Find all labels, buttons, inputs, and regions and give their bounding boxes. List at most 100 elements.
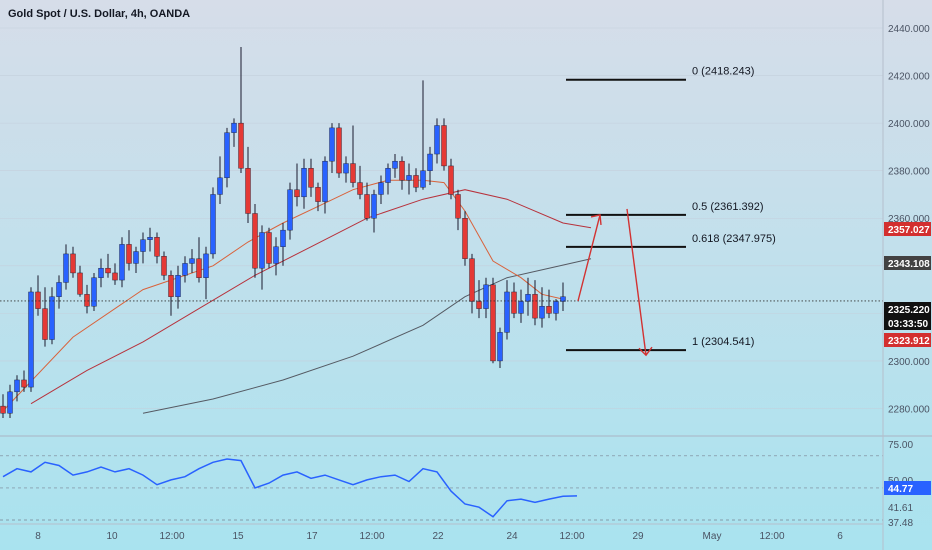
candle-body (288, 190, 293, 230)
candle-body (512, 292, 517, 313)
time-tick-label: 15 (232, 531, 244, 542)
candle-body (533, 294, 538, 318)
candle-body (379, 183, 384, 195)
rsi-tick-label: 41.61 (888, 503, 913, 514)
candle-body (260, 233, 265, 269)
candle (253, 204, 258, 278)
price-tick-label: 2380.000 (888, 167, 930, 178)
candle-body (36, 292, 41, 309)
time-tick-label: 12:00 (159, 531, 184, 542)
fib-level-label: 0 (2418.243) (692, 66, 754, 78)
time-tick-label: 17 (306, 531, 318, 542)
price-label-badge: 03:33:50 (884, 316, 931, 330)
candle-body (463, 218, 468, 258)
candle-body (71, 254, 76, 273)
fib-level-label: 0.618 (2347.975) (692, 233, 776, 245)
candle-body (540, 306, 545, 318)
candle-body (141, 240, 146, 252)
candle-body (43, 309, 48, 340)
candle-body (211, 194, 216, 253)
candle-body (400, 161, 405, 180)
chart-title: Gold Spot / U.S. Dollar, 4h, OANDA (8, 8, 190, 20)
candle-body (148, 237, 153, 239)
candle-body (498, 332, 503, 361)
candle-body (204, 254, 209, 278)
price-label-text: 2357.027 (888, 225, 930, 236)
candle-body (78, 273, 83, 294)
candle-body (225, 133, 230, 178)
time-tick-label: 10 (106, 531, 118, 542)
candle-body (477, 301, 482, 308)
candle-body (414, 175, 419, 187)
rsi-tick-label: 75.00 (888, 440, 913, 451)
candle (29, 287, 34, 392)
candle-body (358, 183, 363, 195)
time-tick-label: 6 (837, 531, 843, 542)
candle-body (15, 380, 20, 392)
candle-body (386, 168, 391, 182)
price-label-badge: 2323.912 (884, 333, 931, 347)
time-tick-label: 12:00 (359, 531, 384, 542)
price-label-text: 2343.108 (888, 259, 930, 270)
candle-body (323, 161, 328, 201)
time-tick-label: 22 (432, 531, 444, 542)
time-tick-label: 8 (35, 531, 41, 542)
price-label-badge: 2357.027 (884, 222, 931, 236)
candle-body (281, 230, 286, 247)
fib-level-label: 0.5 (2361.392) (692, 201, 764, 213)
price-label-text: 2323.912 (888, 336, 930, 347)
candle-body (176, 275, 181, 296)
candle (491, 278, 496, 364)
candle-body (134, 252, 139, 264)
candle-body (85, 294, 90, 306)
candle-body (505, 292, 510, 332)
candle-body (113, 273, 118, 280)
candle-body (155, 237, 160, 256)
candle-body (29, 292, 34, 387)
candle (267, 228, 272, 268)
time-tick-label: 12:00 (559, 531, 584, 542)
candle (463, 211, 468, 266)
candle-body (456, 194, 461, 218)
candle-body (484, 285, 489, 309)
candle-body (99, 268, 104, 278)
candle-body (127, 244, 132, 263)
candle-body (232, 123, 237, 133)
candle-body (120, 244, 125, 280)
candle-body (92, 278, 97, 307)
candle-body (57, 282, 62, 296)
candle-body (106, 268, 111, 273)
candle-body (274, 247, 279, 264)
rsi-tick-label: 37.48 (888, 518, 913, 529)
time-tick-label: May (703, 531, 722, 542)
candle-body (218, 178, 223, 195)
candle-body (344, 164, 349, 174)
candle-body (372, 194, 377, 218)
candle-body (309, 168, 314, 187)
price-tick-label: 2420.000 (888, 72, 930, 83)
candle-body (183, 263, 188, 275)
candle-body (316, 187, 321, 201)
candle-body (302, 168, 307, 197)
candle-body (50, 297, 55, 340)
candle-body (365, 194, 370, 218)
candle-body (449, 166, 454, 195)
candle-body (330, 128, 335, 161)
candle-body (239, 123, 244, 168)
price-label-text: 03:33:50 (888, 319, 928, 330)
candle (211, 187, 216, 258)
rsi-value-text: 44.77 (888, 484, 913, 495)
candle (442, 118, 447, 170)
candle-body (197, 259, 202, 278)
candle-body (554, 301, 559, 313)
candle-body (22, 380, 27, 387)
candle (337, 123, 342, 178)
candle-body (246, 168, 251, 213)
candle-body (547, 306, 552, 313)
candle-body (421, 171, 426, 188)
candle-body (337, 128, 342, 173)
candle-body (442, 126, 447, 166)
candle-body (162, 256, 167, 275)
